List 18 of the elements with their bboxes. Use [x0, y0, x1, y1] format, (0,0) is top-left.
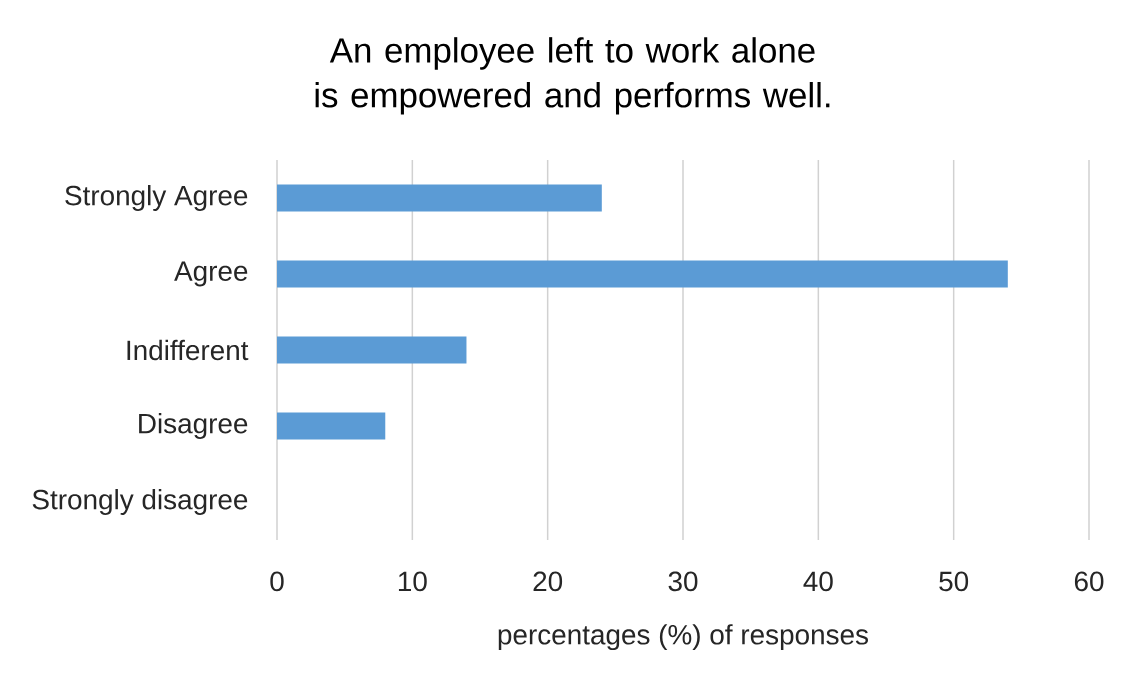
x-tick-label: 50	[939, 571, 969, 592]
x-tick-label: 60	[1074, 571, 1104, 592]
bar	[277, 260, 1008, 288]
x-tick-label: 40	[803, 571, 833, 592]
x-tick-label: 10	[398, 571, 427, 592]
y-tick-label: Agree	[174, 261, 248, 287]
x-axis-title: percentages (%) of responses	[498, 624, 868, 651]
bar	[277, 184, 602, 212]
y-tick-label: Indifferent	[127, 339, 249, 361]
chart-title: An employee left to work alone is empowered and performs well.	[315, 37, 830, 115]
bar	[277, 412, 386, 440]
y-tick-label: Disagree	[139, 413, 248, 439]
x-tick-label: 0	[270, 571, 284, 592]
y-tick-label: Strongly Agree	[65, 185, 248, 211]
x-tick-label: 30	[668, 571, 698, 592]
x-tick-label: 20	[533, 571, 563, 592]
y-tick-label: Strongly disagree	[32, 489, 248, 515]
bar	[277, 336, 467, 364]
